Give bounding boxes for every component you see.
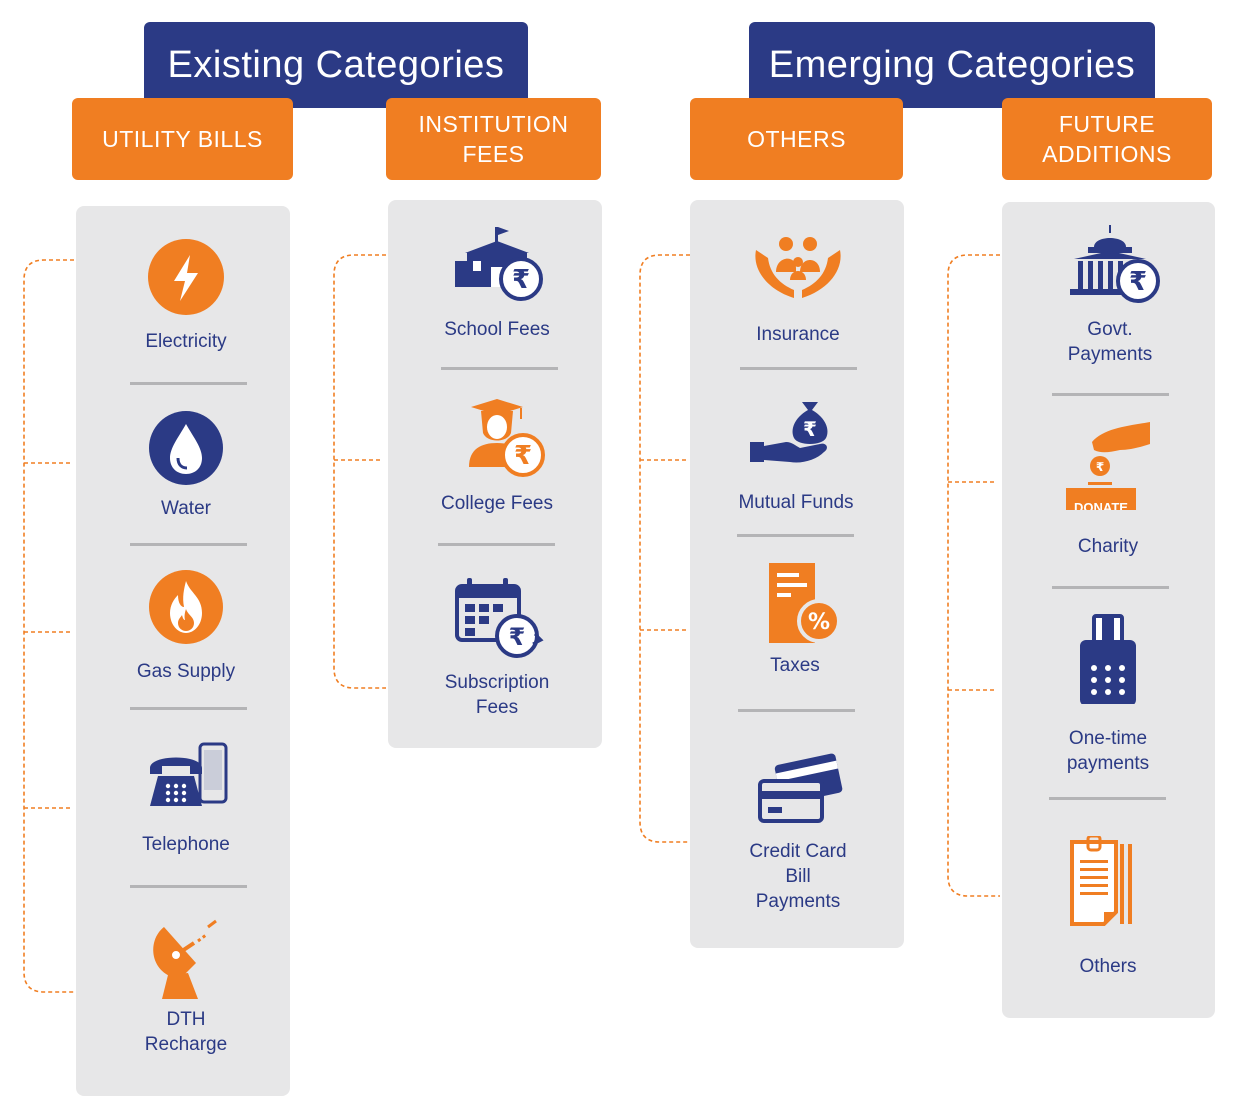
svg-text:%: % (808, 610, 830, 635)
item-label: Charity (1077, 536, 1139, 557)
card-terminal-icon (1080, 614, 1136, 704)
divider (1052, 586, 1169, 589)
divider (737, 534, 854, 537)
svg-text:₹: ₹ (803, 417, 817, 441)
donate-badge-text: DONATE (1074, 500, 1128, 510)
panel-utility-bills (76, 206, 290, 1096)
item-label: Subscription Fees (444, 672, 550, 718)
item-label: Gas Supply (136, 661, 236, 682)
svg-text:₹: ₹ (514, 441, 532, 471)
item-label: Water (161, 498, 211, 519)
item-label: School Fees (444, 319, 550, 340)
svg-text:₹: ₹ (1096, 460, 1104, 474)
tax-document-icon: % (769, 563, 841, 643)
panel-institution-fees (388, 200, 602, 748)
list-item-mutual-funds: ₹ Mutual Funds (711, 396, 881, 515)
category-header-utility-bills: UTILITY BILLS (72, 98, 293, 180)
divider (130, 707, 247, 710)
divider (130, 382, 247, 385)
category-header-others: OTHERS (690, 98, 903, 180)
category-header-future-additions: FUTURE ADDITIONS (1002, 98, 1212, 180)
list-item-subscription-fees: ₹ Subscription Fees (412, 576, 582, 720)
list-item-credit-card-bill-payments: Credit Card Bill Payments (713, 745, 883, 914)
divider (1052, 393, 1169, 396)
svg-text:₹: ₹ (1129, 267, 1147, 297)
svg-text:₹: ₹ (509, 623, 526, 651)
list-item-others: Others (1023, 836, 1193, 979)
list-item-school-fees: ₹ School Fees (412, 223, 582, 342)
item-label: Others (1079, 956, 1137, 977)
graduate-rupee-icon: ₹ (469, 399, 545, 477)
list-item-charity: ₹ DONATE Charity (1023, 420, 1193, 559)
category-header-institution-fees: INSTITUTION FEES (386, 98, 601, 180)
list-item-water: Water (101, 402, 271, 521)
divider (1049, 797, 1166, 800)
item-label: Mutual Funds (738, 492, 854, 513)
calendar-rupee-icon: ₹ (455, 578, 544, 658)
government-building-rupee-icon: ₹ (1070, 225, 1160, 303)
divider (130, 885, 247, 888)
item-label: Telephone (142, 834, 230, 855)
group-title-existing: Existing Categories (144, 22, 528, 108)
documents-icon (1070, 836, 1132, 926)
item-label: College Fees (441, 493, 553, 514)
divider (740, 367, 857, 370)
list-item-gas-supply: Gas Supply (101, 565, 271, 684)
item-label: Electricity (145, 331, 227, 352)
electricity-icon (148, 239, 224, 315)
school-rupee-icon: ₹ (455, 227, 543, 301)
divider (441, 367, 558, 370)
list-item-insurance: Insurance (713, 228, 883, 347)
item-label: DTH Recharge (144, 1009, 228, 1055)
telephone-icon (150, 742, 228, 806)
divider (438, 543, 555, 546)
svg-text:₹: ₹ (512, 265, 530, 295)
divider (738, 709, 855, 712)
water-drop-icon (149, 411, 223, 485)
list-item-dth-recharge: DTH Recharge (101, 913, 271, 1057)
list-item-college-fees: ₹ College Fees (412, 397, 582, 516)
satellite-dish-icon (153, 919, 217, 999)
item-label: Credit Card Bill Payments (749, 841, 847, 912)
item-label: Insurance (756, 324, 840, 345)
item-label: One-time payments (1066, 728, 1150, 774)
group-title-emerging: Emerging Categories (749, 22, 1155, 108)
list-item-taxes: % Taxes (710, 559, 880, 678)
divider (130, 543, 247, 546)
item-label: Taxes (770, 655, 820, 676)
list-item-one-time-payments: One-time payments (1023, 614, 1193, 776)
item-label: Govt. Payments (1067, 319, 1153, 365)
family-hands-icon (755, 237, 841, 298)
list-item-telephone: Telephone (101, 738, 271, 857)
list-item-govt-payments: ₹ Govt. Payments (1025, 223, 1195, 367)
donate-box-icon: ₹ DONATE (1066, 422, 1150, 510)
gas-flame-icon (149, 570, 223, 644)
list-item-electricity: Electricity (101, 235, 271, 354)
money-bag-hand-icon: ₹ (750, 402, 828, 463)
credit-cards-icon (758, 753, 843, 823)
